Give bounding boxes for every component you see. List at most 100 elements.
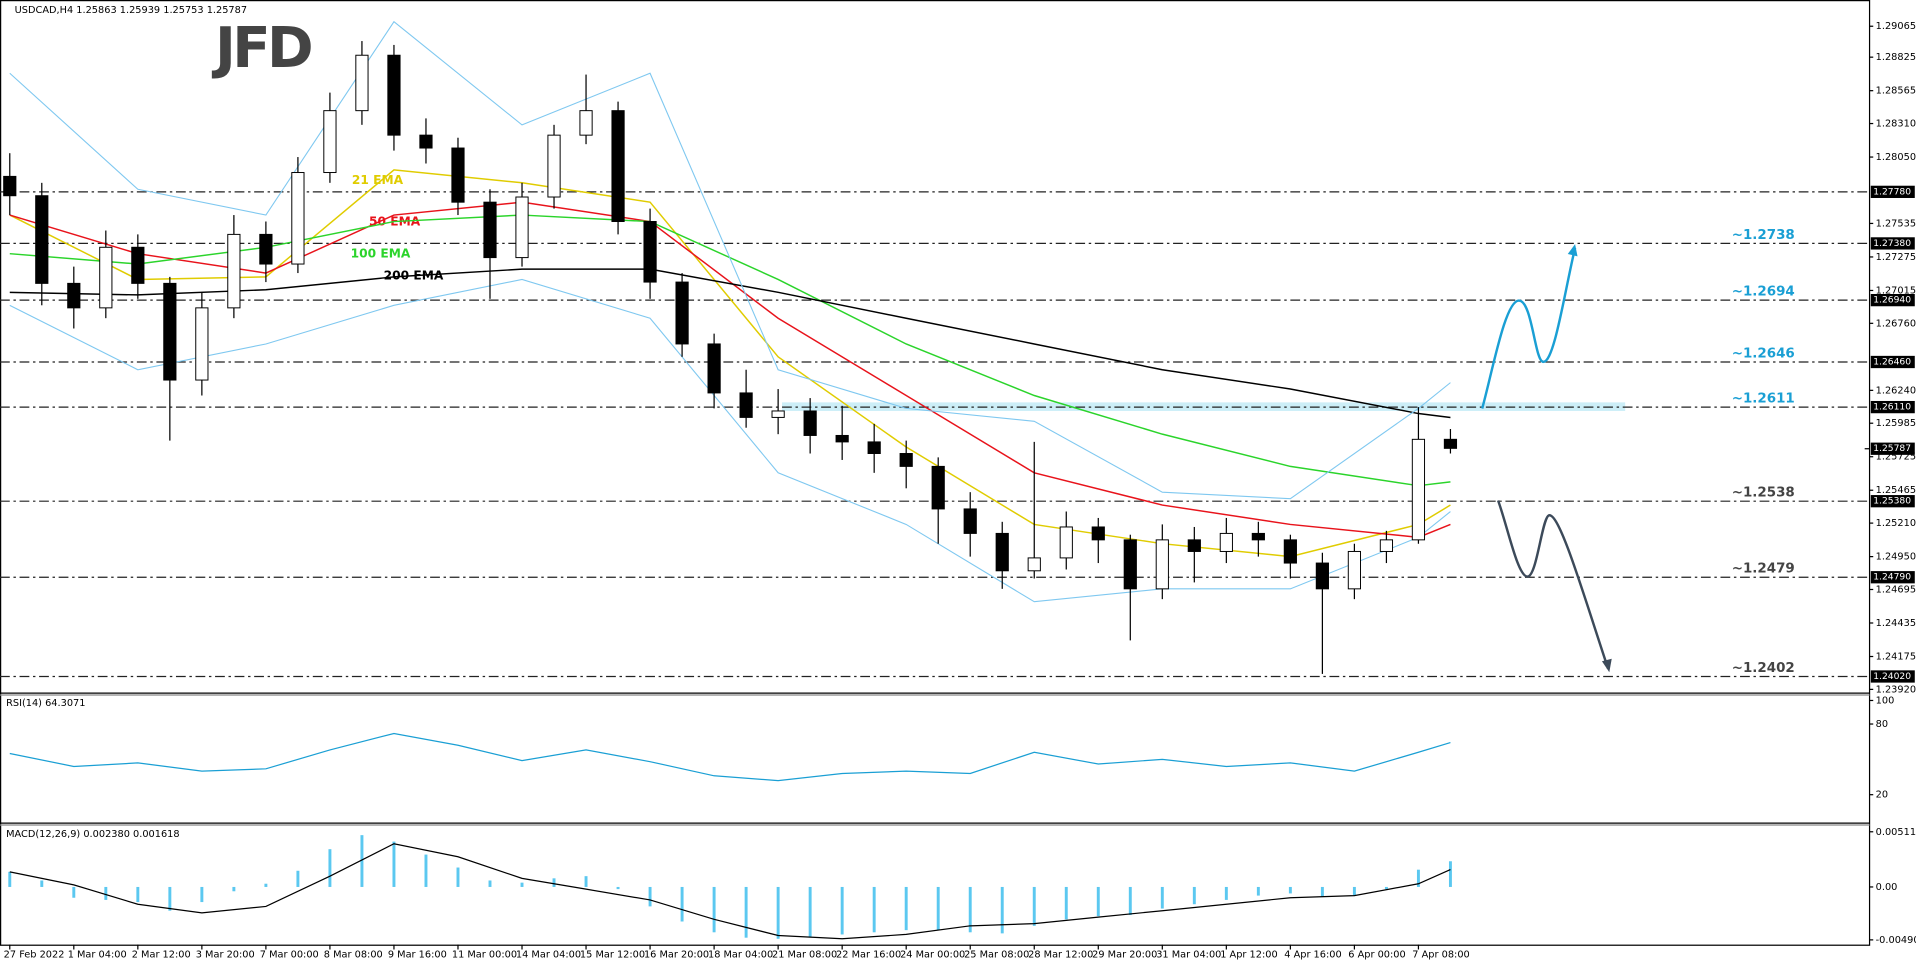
level-annotation: ~1.2738 <box>1732 228 1795 243</box>
macd-bar <box>1096 886 1100 917</box>
candle-body <box>419 134 433 149</box>
macd-bar <box>104 886 108 900</box>
y-tick-label: 1.28565 <box>1876 86 1916 97</box>
candle-body <box>579 110 593 136</box>
x-tick-label: 4 Apr 16:00 <box>1284 949 1341 960</box>
arrowhead <box>1567 244 1578 257</box>
macd-bar <box>1416 869 1420 887</box>
candle-body <box>67 282 81 309</box>
macd-bar <box>1352 886 1356 896</box>
chart-title: USDCAD,H4 1.25863 1.25939 1.25753 1.2578… <box>15 5 247 16</box>
y-tick-label: 0.00 <box>1876 882 1898 893</box>
y-tick-label: 100 <box>1876 695 1895 706</box>
x-tick-label: 16 Mar 20:00 <box>644 949 709 960</box>
candle-body <box>1379 539 1394 552</box>
candle-body <box>707 343 721 394</box>
candle-body <box>1251 532 1265 541</box>
x-tick-label: 6 Apr 00:00 <box>1348 949 1405 960</box>
x-tick-label: 14 Mar 04:00 <box>516 949 581 960</box>
macd-bar <box>8 871 12 887</box>
x-tick-label: 1 Mar 04:00 <box>68 949 127 960</box>
candle-body <box>99 246 113 309</box>
resistance-zone <box>782 402 1626 411</box>
level-annotation: ~1.2611 <box>1732 392 1795 407</box>
x-tick-label: 2 Mar 12:00 <box>132 949 191 960</box>
macd-bar <box>520 882 524 887</box>
y-tick-label: 1.24950 <box>1876 552 1916 563</box>
candle-body <box>1187 539 1201 552</box>
candle-body <box>803 410 817 436</box>
candle-body <box>259 233 273 265</box>
macd-bar <box>1384 886 1388 890</box>
macd-bar <box>552 878 556 887</box>
x-tick-label: 8 Mar 08:00 <box>324 949 383 960</box>
level-label: 1.27380 <box>1873 238 1911 249</box>
macd-bar <box>648 886 652 907</box>
candle-body <box>1347 550 1361 590</box>
x-tick-label: 25 Mar 08:00 <box>964 949 1029 960</box>
macd-bar <box>232 886 236 892</box>
x-tick-label: 28 Mar 12:00 <box>1028 949 1093 960</box>
candle-body <box>1123 539 1137 590</box>
candle-body <box>675 281 689 345</box>
candle-body <box>3 175 17 197</box>
candle-body <box>1443 438 1458 449</box>
y-tick-label: 1.28825 <box>1876 52 1916 63</box>
level-label-box <box>1870 571 1915 584</box>
macd-bar <box>1064 886 1068 920</box>
candle-body <box>131 246 145 284</box>
macd-bar <box>744 886 748 938</box>
macd-bar <box>328 849 332 887</box>
candle-body <box>1027 557 1041 572</box>
marks: 1.29065 1.28825 1.28565 1.28310 1.28050 1.275… <box>0 20 1916 960</box>
x-tick-label: 11 Mar 00:00 <box>452 949 517 960</box>
x-tick-label: 18 Mar 04:00 <box>708 949 773 960</box>
y-tick-label: -0.004903 <box>1876 935 1916 946</box>
y-tick-label: 1.24435 <box>1876 618 1916 629</box>
level-label: 1.24790 <box>1873 572 1911 583</box>
y-tick-label: 1.27015 <box>1876 285 1916 296</box>
bullish-projection <box>1481 247 1577 409</box>
y-tick-label: 1.27535 <box>1876 218 1916 229</box>
ema-label: 21 EMA <box>352 173 404 187</box>
macd-bar <box>1320 886 1324 897</box>
candle-body <box>1091 526 1105 541</box>
level-label: 1.27780 <box>1873 186 1911 197</box>
y-tick-label: 1.25985 <box>1876 418 1916 429</box>
macd-bar <box>584 876 588 887</box>
macd-bar <box>360 835 364 887</box>
macd-bar <box>968 886 972 933</box>
macd-bar <box>1128 886 1132 916</box>
macd-bar <box>200 886 204 903</box>
level-label-box <box>1870 185 1915 198</box>
candle-body <box>643 221 657 283</box>
x-tick-label: 27 Feb 2022 <box>4 949 65 960</box>
macd-bar <box>424 854 428 887</box>
candle-body <box>515 196 529 259</box>
candle-body <box>1155 539 1169 590</box>
macd-bar <box>904 886 908 931</box>
candle-body <box>451 147 465 203</box>
candle-body <box>739 392 753 418</box>
level-annotation: ~1.2694 <box>1732 285 1795 300</box>
candle-body <box>1059 526 1073 559</box>
x-tick-label: 3 Mar 20:00 <box>196 949 255 960</box>
level-label: 1.24020 <box>1873 671 1911 682</box>
x-tick-label: 31 Mar 04:00 <box>1156 949 1221 960</box>
macd-bar <box>936 886 940 931</box>
x-tick-label: 7 Apr 08:00 <box>1412 949 1469 960</box>
macd-bar <box>1160 886 1164 909</box>
macd-bar <box>296 870 300 887</box>
candle-body <box>995 532 1009 572</box>
y-tick-label: 1.25465 <box>1876 485 1916 496</box>
x-tick-label: 24 Mar 00:00 <box>900 949 965 960</box>
logo: JFD <box>211 16 311 81</box>
macd-bar <box>72 886 76 898</box>
macd-bar <box>1032 886 1036 926</box>
candle-body <box>931 465 945 510</box>
candle-body <box>323 110 337 174</box>
y-tick-label: 20 <box>1876 790 1888 801</box>
y-tick-label: 1.24175 <box>1876 651 1916 662</box>
